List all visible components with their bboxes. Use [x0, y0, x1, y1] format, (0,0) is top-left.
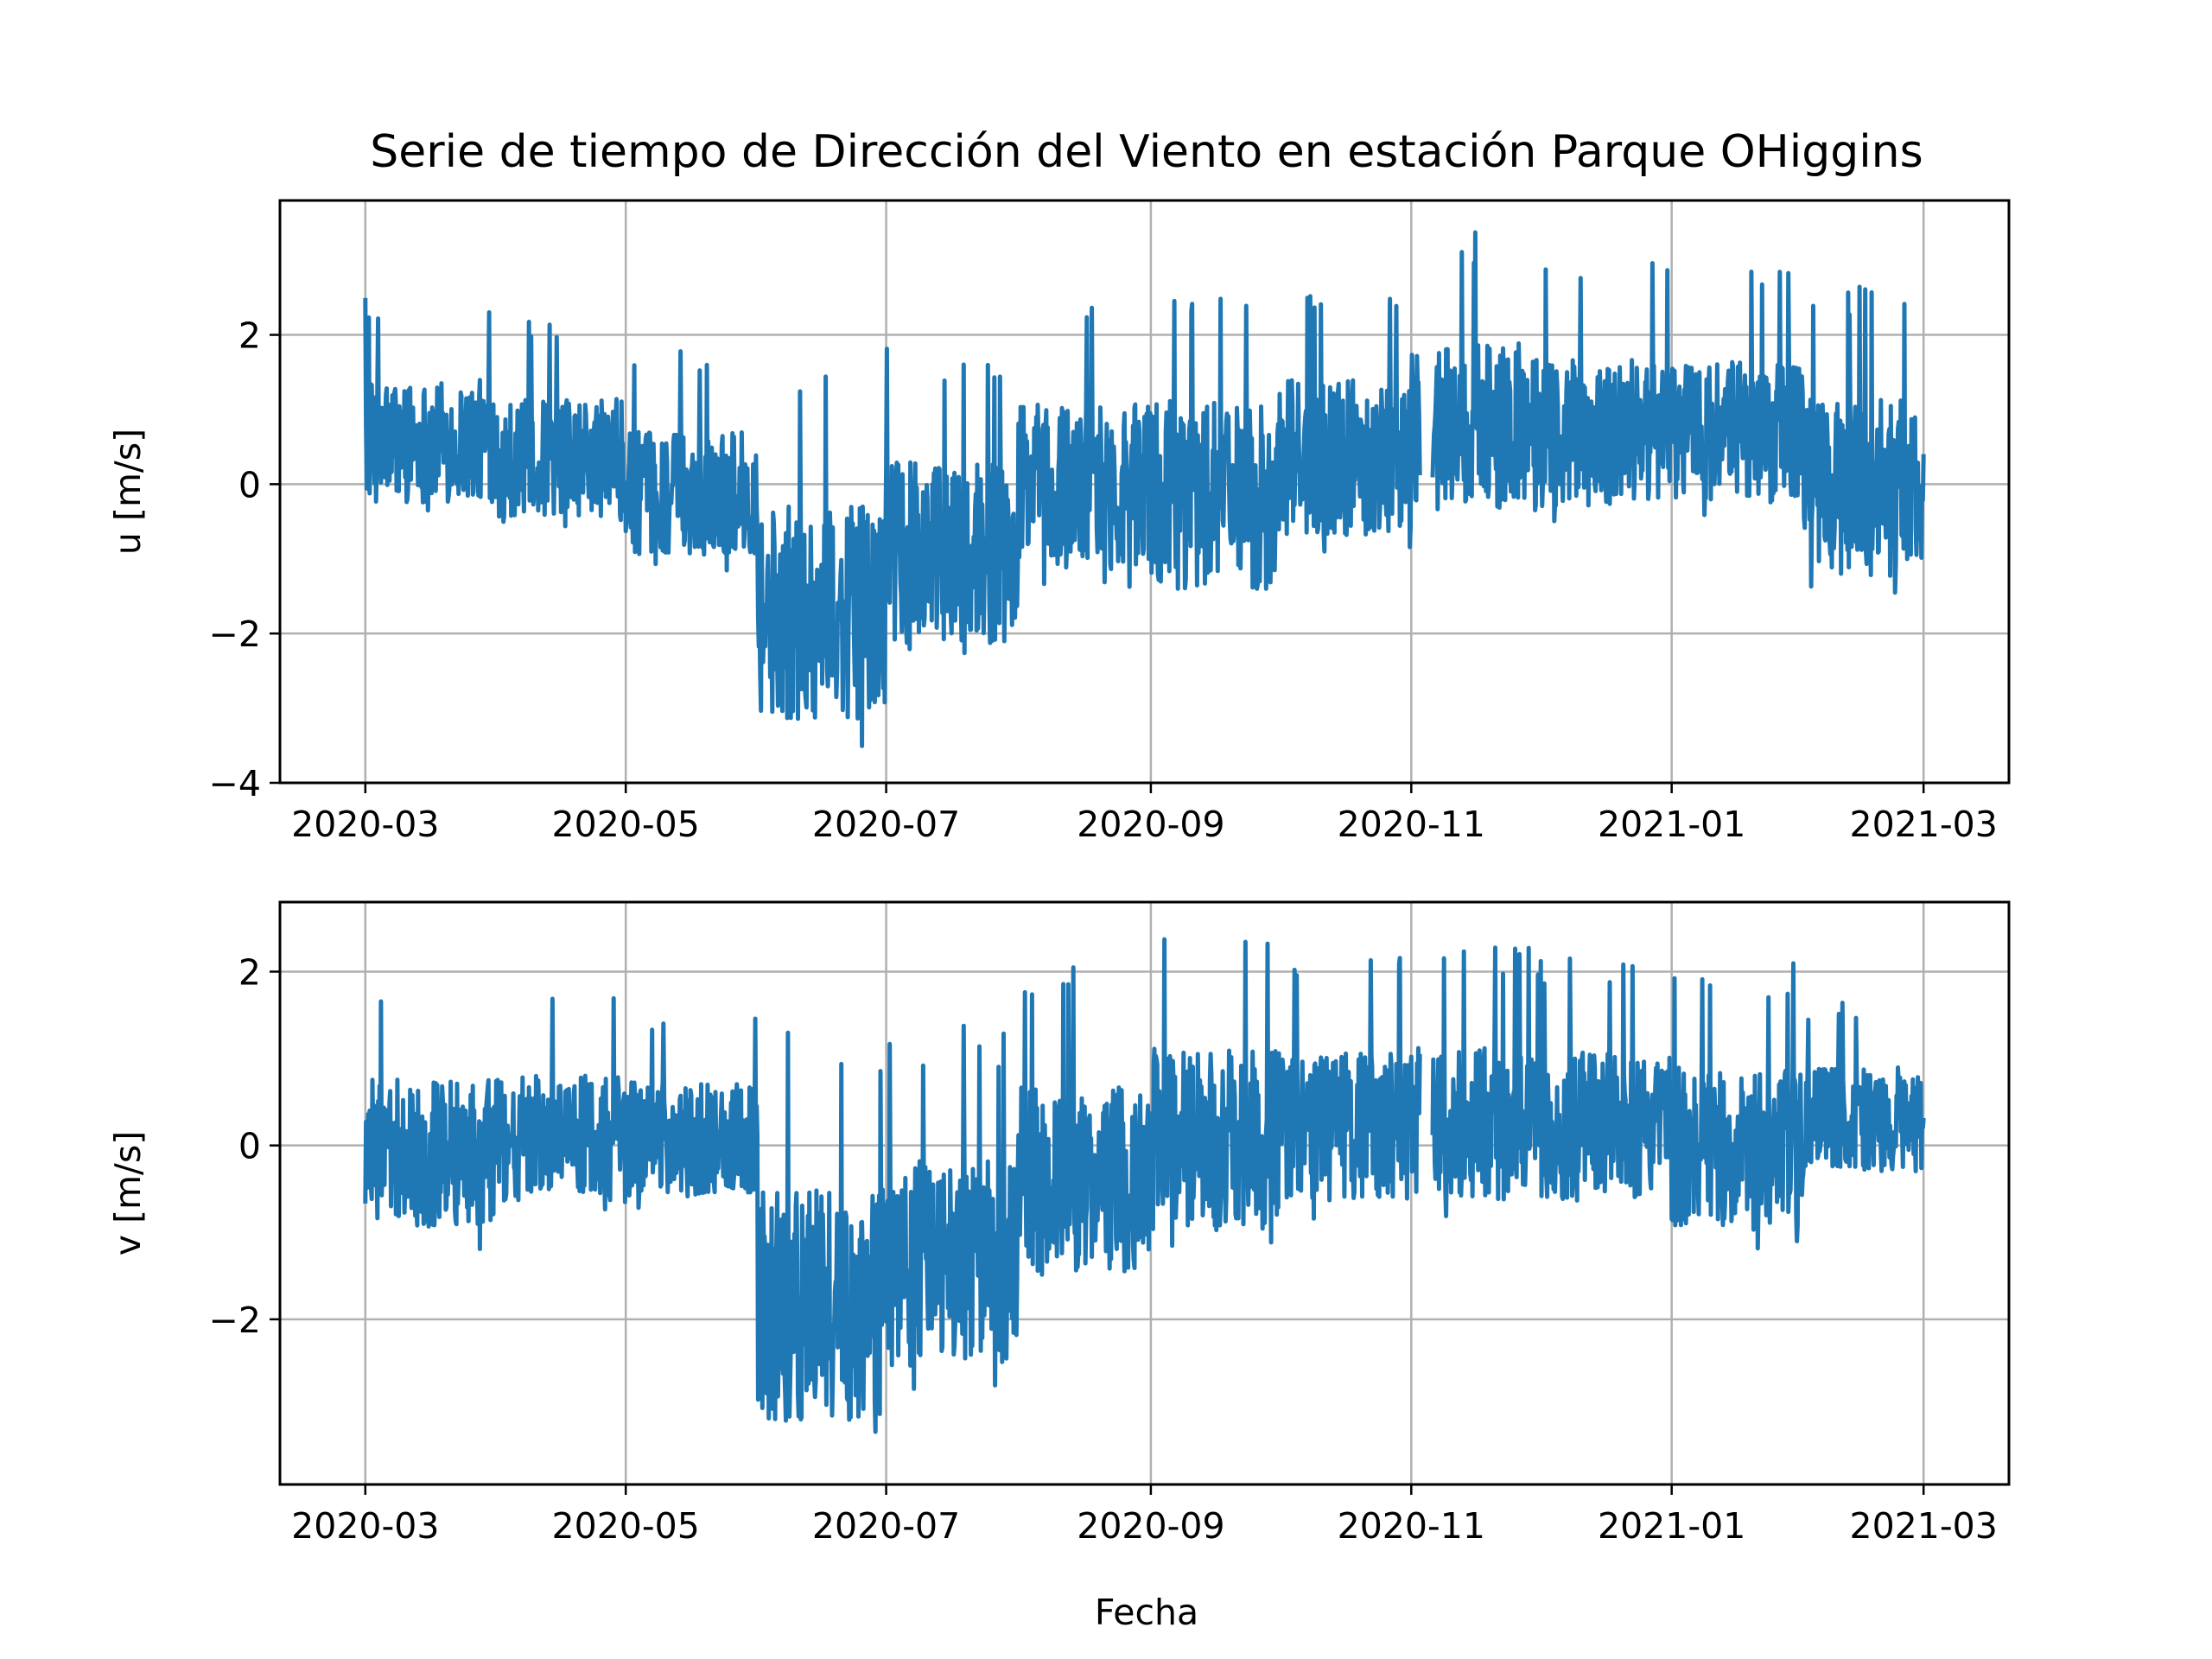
y-tick-label: 2 [238, 951, 261, 993]
y-tick-label: 0 [238, 1126, 261, 1167]
y-tick-label: 2 [238, 315, 261, 357]
y-tick-label: −2 [209, 1300, 261, 1341]
x-tick-label: 2020-05 [552, 804, 700, 845]
subplot-u: 2020-03 2020-05 2020-07 2020-09 2020-11 2021-… [107, 199, 2011, 845]
y-axis-label: u [m/s] [107, 429, 149, 555]
series-line [1430, 945, 1926, 1251]
subplot-v: 2020-03 2020-05 2020-07 2020-09 2020-11 2021-… [107, 900, 2011, 1547]
series-line [363, 937, 1422, 1434]
series-line [363, 294, 1422, 748]
x-axis-label: Fecha [1095, 1592, 1198, 1633]
y-axis-label: v [m/s] [107, 1131, 149, 1255]
chart-title: Serie de tiempo de Dirección del Viento … [370, 126, 1923, 178]
y-tick-label: −4 [209, 763, 261, 804]
series-line [1430, 230, 1926, 595]
y-tick-label: −2 [209, 613, 261, 655]
y-tick-label: 0 [238, 464, 261, 505]
x-tick-label: 2021-03 [1850, 804, 1998, 845]
x-tick-label: 2020-09 [1077, 1505, 1224, 1547]
axes-frame [278, 199, 2011, 785]
x-tick-label: 2020-05 [552, 1505, 700, 1547]
axes-frame [278, 900, 2011, 1486]
x-tick-label: 2021-03 [1850, 1505, 1998, 1547]
x-tick-label: 2021-01 [1598, 1505, 1745, 1547]
x-tick-label: 2020-03 [291, 1505, 439, 1547]
x-tick-label: 2020-07 [812, 804, 960, 845]
x-tick-label: 2020-11 [1338, 804, 1485, 845]
x-tick-label: 2020-09 [1077, 804, 1224, 845]
x-tick-label: 2020-07 [812, 1505, 960, 1547]
x-tick-label: 2020-11 [1338, 1505, 1485, 1547]
x-tick-label: 2020-03 [291, 804, 439, 845]
x-tick-label: 2021-01 [1598, 804, 1745, 845]
